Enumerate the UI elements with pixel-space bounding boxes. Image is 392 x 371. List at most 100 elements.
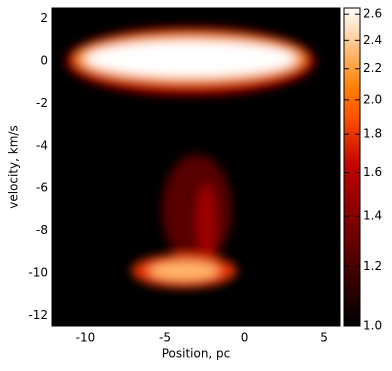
y-tick-label: 2 <box>40 11 48 25</box>
colorbar-segment <box>344 127 360 132</box>
colorbar-segment <box>344 238 360 244</box>
colorbar-segment <box>344 43 360 49</box>
colorbar-segment <box>344 115 360 120</box>
x-tick-label: -10 <box>76 331 96 345</box>
colorbar-segment <box>344 55 360 61</box>
colorbar-tick-label: 1.0 <box>363 319 382 333</box>
colorbar-segment <box>344 222 360 228</box>
colorbar-segment <box>344 302 360 307</box>
colorbar-segment <box>344 31 360 37</box>
colorbar-frame <box>343 7 361 327</box>
colorbar-segment <box>344 298 360 303</box>
colorbar-tick-label: 2.0 <box>363 92 382 106</box>
colorbar-segment <box>344 91 360 96</box>
emission-blob <box>149 261 220 281</box>
colorbar-tick-label: 1.8 <box>363 127 382 141</box>
colorbar <box>344 8 360 327</box>
colorbar-segment <box>344 282 360 287</box>
colorbar-segment <box>344 286 360 291</box>
colorbar-segment <box>344 83 360 88</box>
colorbar-segment <box>344 143 360 148</box>
colorbar-segment <box>344 11 360 17</box>
colorbar-segment <box>344 306 360 311</box>
colorbar-segment <box>344 258 360 263</box>
colorbar-segment <box>344 163 360 168</box>
colorbar-segment <box>344 278 360 283</box>
colorbar-segment <box>344 147 360 152</box>
y-tick-label: -2 <box>36 96 48 110</box>
colorbar-segment <box>344 198 360 204</box>
colorbar-tick-label: 2.6 <box>363 7 382 21</box>
y-tick-label: -10 <box>28 266 48 280</box>
colorbar-segment <box>344 230 360 236</box>
colorbar-segment <box>344 8 360 13</box>
y-tick-label: -8 <box>36 223 48 237</box>
y-tick-label: -6 <box>36 181 48 195</box>
emission-blob <box>196 183 216 261</box>
colorbar-segment <box>344 178 360 184</box>
colorbar-segment <box>344 87 360 92</box>
colorbar-segment <box>344 151 360 156</box>
colorbar-segment <box>344 186 360 192</box>
colorbar-segment <box>344 214 360 220</box>
y-tick-label: -12 <box>28 308 48 322</box>
colorbar-segment <box>344 310 360 315</box>
colorbar-segment <box>344 242 360 247</box>
colorbar-segment <box>344 47 360 53</box>
colorbar-segment <box>344 182 360 188</box>
heatmap <box>66 27 315 288</box>
colorbar-segment <box>344 95 360 100</box>
y-tick-label: 0 <box>40 54 48 68</box>
colorbar-segment <box>344 35 360 41</box>
colorbar-segment <box>344 202 360 208</box>
colorbar-segment <box>344 155 360 160</box>
colorbar-segment <box>344 51 360 57</box>
colorbar-segment <box>344 39 360 45</box>
colorbar-segment <box>344 234 360 240</box>
plot-frame <box>51 7 341 327</box>
colorbar-segment <box>344 174 360 180</box>
colorbar-segment <box>344 111 360 116</box>
colorbar-segment <box>344 75 360 81</box>
colorbar-segment <box>344 119 360 124</box>
colorbar-segment <box>344 226 360 232</box>
colorbar-segment <box>344 63 360 69</box>
colorbar-segment <box>344 15 360 21</box>
colorbar-segment <box>344 246 360 251</box>
colorbar-tick-label: 2.4 <box>363 33 382 47</box>
colorbar-segment <box>344 59 360 65</box>
colorbar-segment <box>344 294 360 299</box>
y-axis-label: velocity, km/s <box>7 125 21 208</box>
colorbar-segment <box>344 131 360 136</box>
colorbar-segment <box>344 270 360 275</box>
colorbar-segment <box>344 318 360 323</box>
colorbar-segment <box>344 262 360 267</box>
colorbar-segment <box>344 210 360 216</box>
colorbar-segment <box>344 139 360 144</box>
colorbar-segment <box>344 218 360 224</box>
colorbar-segment <box>344 23 360 29</box>
colorbar-tick-label: 2.2 <box>363 61 382 75</box>
x-tick-label: 0 <box>241 331 249 345</box>
colorbar-tick-label: 1.2 <box>363 259 382 273</box>
colorbar-tick-label: 1.4 <box>363 209 382 223</box>
colorbar-segment <box>344 107 360 112</box>
colorbar-segment <box>344 274 360 279</box>
y-tick-label: -4 <box>36 138 48 152</box>
colorbar-segment <box>344 190 360 196</box>
colorbar-segment <box>344 135 360 140</box>
colorbar-segment <box>344 206 360 212</box>
colorbar-segment <box>344 67 360 73</box>
colorbar-segment <box>344 79 360 85</box>
x-tick-label: -5 <box>159 331 171 345</box>
colorbar-segment <box>344 322 360 327</box>
colorbar-tick-label: 1.6 <box>363 165 382 179</box>
x-axis-label: Position, pc <box>162 347 231 361</box>
colorbar-segment <box>344 250 360 255</box>
colorbar-segment <box>344 71 360 77</box>
colorbar-segment <box>344 254 360 259</box>
colorbar-segment <box>344 266 360 271</box>
colorbar-segment <box>344 123 360 128</box>
colorbar-segment <box>344 99 360 104</box>
